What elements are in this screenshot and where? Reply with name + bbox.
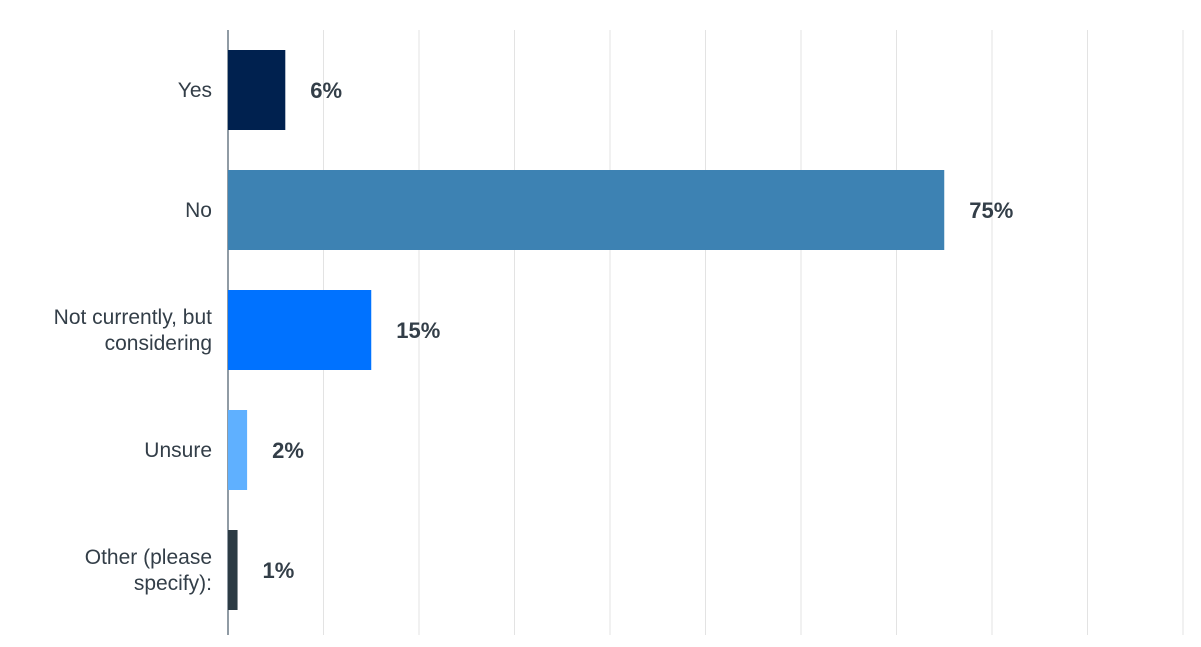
category-label: Unsure <box>144 439 212 462</box>
category-label: Other (please specify): <box>84 546 212 595</box>
bar <box>228 290 372 370</box>
category-label: No <box>185 199 212 222</box>
value-label: 75% <box>969 198 1013 223</box>
value-label: 1% <box>263 558 295 583</box>
category-label: Not currently, but considering <box>53 306 212 355</box>
category-label: Yes <box>177 79 212 102</box>
bar <box>228 170 945 250</box>
bar <box>228 50 286 130</box>
bar <box>228 530 238 610</box>
bar <box>228 410 248 490</box>
value-label: 15% <box>396 318 440 343</box>
value-label: 2% <box>272 438 304 463</box>
value-label: 6% <box>310 78 342 103</box>
